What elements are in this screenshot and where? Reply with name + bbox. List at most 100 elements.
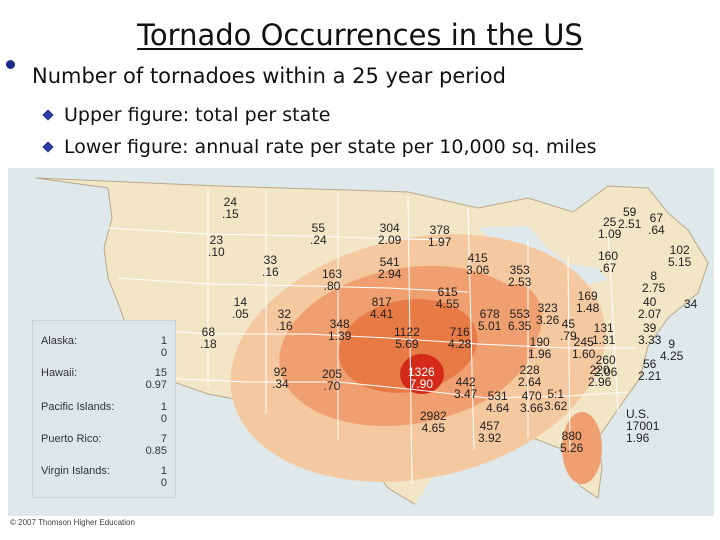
- state-rate: 2.06: [594, 365, 618, 379]
- state-total: 1326: [408, 365, 435, 379]
- us-label: U.S.: [626, 407, 650, 421]
- state-rate: 1.09: [598, 227, 622, 241]
- us-rate: 1.96: [626, 431, 650, 445]
- state-label-mo: 716 4.28: [448, 326, 471, 350]
- state-rate: 1.96: [528, 347, 552, 361]
- state-label-or: 23.10: [208, 234, 225, 258]
- state-label-in: 553 6.35: [508, 308, 531, 332]
- state-rate: .79: [560, 329, 577, 343]
- legend-values: 1 0: [160, 401, 167, 425]
- state-label-fl: 880 5.26: [560, 430, 583, 454]
- state-total: 56: [643, 357, 657, 371]
- state-rate: 1.60: [572, 347, 596, 361]
- state-borders: [107, 188, 638, 485]
- state-total: 817: [371, 295, 392, 309]
- copyright-notice: © 2007 Thomson Higher Education: [10, 518, 135, 527]
- state-total: 2982: [420, 409, 447, 423]
- state-label-ok: 1326 7.90: [408, 366, 435, 390]
- state-label-tn: 190 1.96: [528, 336, 551, 360]
- legend-values: 15 0.97: [145, 367, 167, 391]
- state-total: 59: [623, 205, 637, 219]
- tornado-map: 24.15 23.10 55.24 304 2.09 378 1.97 33.16 …: [8, 168, 714, 516]
- state-label-tx: 2982 4.65: [420, 410, 447, 434]
- state-label-vt: 59 2.51: [618, 206, 641, 230]
- state-rate: 1.97: [428, 235, 452, 249]
- state-rate: 5.15: [668, 255, 692, 269]
- state-total: 615: [437, 285, 458, 299]
- state-label-ri: 8 2.75: [642, 270, 665, 294]
- state-total: 92: [273, 365, 288, 379]
- state-rate: 7.90: [409, 377, 434, 391]
- state-label-wy: 163.80: [322, 268, 342, 292]
- state-label-mt: 55.24: [310, 222, 327, 246]
- state-rate: 5.69: [395, 337, 419, 351]
- state-rate: .80: [323, 279, 341, 293]
- state-total: 260: [595, 353, 616, 367]
- state-total: 190: [529, 335, 550, 349]
- state-total: 470: [521, 389, 542, 403]
- state-total: 34: [684, 297, 698, 311]
- state-label-ar: 442 3.47: [454, 376, 477, 400]
- state-rate: 4.65: [421, 421, 446, 435]
- state-total: 24: [223, 195, 238, 209]
- state-total: 163: [322, 267, 343, 281]
- state-total: 169: [577, 289, 598, 303]
- state-total: 228: [519, 363, 540, 377]
- state-rate: 2.53: [508, 275, 532, 289]
- state-label-ky: 245 1.60: [572, 336, 595, 360]
- state-total: 678: [479, 307, 500, 321]
- state-total: 160: [598, 249, 619, 263]
- state-label-al: 470 3.66: [520, 390, 543, 414]
- state-total: 25: [603, 215, 617, 229]
- state-label-ga: 5:1 3.62: [544, 388, 567, 412]
- state-label-nv: 14.05: [232, 296, 249, 320]
- legend-name: Pacific Islands:: [41, 401, 115, 413]
- state-total: 33: [263, 253, 278, 267]
- state-label-nd: 304 2.09: [378, 222, 401, 246]
- state-rate: 3.47: [454, 387, 478, 401]
- state-rate: .05: [232, 307, 249, 321]
- state-total: 245: [573, 335, 594, 349]
- state-total: 9: [668, 337, 676, 351]
- state-total: 304: [379, 221, 400, 235]
- state-total: 220: [589, 363, 610, 377]
- state-total: 23: [209, 233, 224, 247]
- state-total: 45: [561, 317, 576, 331]
- main-bullet-text: Number of tornadoes within a 25 year per…: [32, 64, 506, 88]
- state-total: 102: [669, 243, 690, 257]
- state-rate: 4.64: [486, 401, 510, 415]
- state-rate: 3.62: [544, 399, 568, 413]
- state-rate: 5.01: [478, 319, 502, 333]
- state-label-oh: 323 3.26: [536, 302, 559, 326]
- state-label-ia: 615 4.55: [436, 286, 459, 310]
- state-rate: .67: [599, 261, 617, 275]
- state-label-va: 131 1.31: [592, 322, 615, 346]
- state-total: 531: [487, 389, 508, 403]
- state-rate: .64: [648, 223, 665, 237]
- state-total: 457: [479, 419, 500, 433]
- state-rate: 1.48: [576, 301, 600, 315]
- state-rate: .16: [262, 265, 279, 279]
- state-rate: 3.26: [536, 313, 560, 327]
- state-rate: .34: [272, 377, 289, 391]
- us-total: 17001: [626, 419, 660, 433]
- state-label-ne: 817 4.41: [370, 296, 393, 320]
- state-rate: 2.64: [518, 375, 542, 389]
- state-total: 415: [467, 251, 488, 265]
- state-rate: .24: [310, 233, 327, 247]
- state-rate: 1.39: [328, 329, 352, 343]
- slide-title: Tornado Occurrences in the US: [137, 18, 583, 52]
- state-rate: .15: [222, 207, 239, 221]
- state-total: 131: [593, 321, 614, 335]
- diamond-bullet-icon: [42, 141, 54, 153]
- state-rate: 2.09: [378, 233, 402, 247]
- state-rate: 3.66: [520, 401, 544, 415]
- state-total: 442: [455, 375, 476, 389]
- state-rate: .16: [276, 319, 293, 333]
- legend-name: Virgin Islands:: [41, 465, 110, 477]
- state-total: 55: [311, 221, 326, 235]
- state-rate: 1.31: [592, 333, 616, 347]
- state-total: 716: [449, 325, 470, 339]
- state-rate: 4.41: [370, 307, 394, 321]
- state-total: 5:1: [547, 387, 565, 401]
